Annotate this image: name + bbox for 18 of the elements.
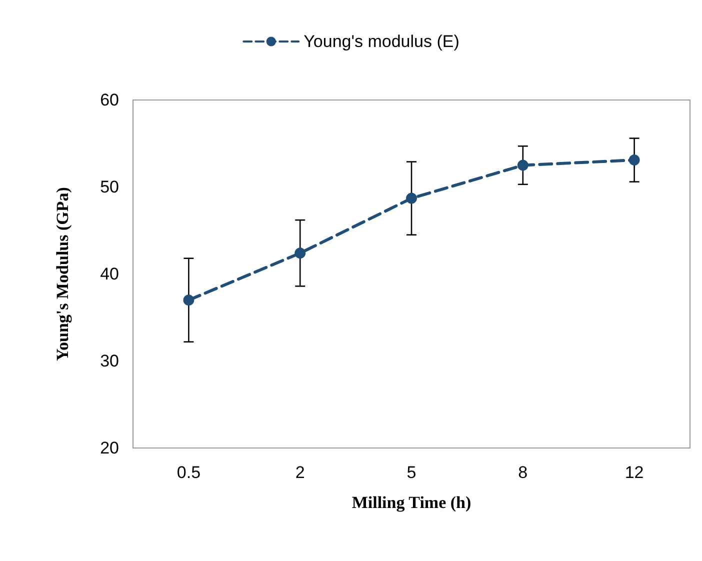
x-tick-label: 2 — [295, 463, 305, 482]
y-tick-label: 20 — [100, 438, 119, 458]
y-tick-label: 40 — [100, 264, 119, 284]
y-tick-label: 60 — [100, 90, 119, 110]
point — [628, 154, 640, 166]
x-tick-label: 5 — [406, 463, 416, 482]
x-tick-label: 8 — [518, 463, 528, 482]
x-tick-label: 0.5 — [176, 463, 201, 482]
y-tick-label: 30 — [100, 352, 119, 370]
x-tick-label: 12 — [624, 463, 644, 482]
point — [406, 192, 417, 204]
y-tick-label: 50 — [100, 178, 119, 196]
y-axis-title: Young's Modulus (GPa) — [53, 187, 72, 361]
point — [183, 294, 194, 306]
x-axis-title: Milling Time (h) — [352, 493, 472, 512]
point — [294, 248, 306, 259]
legend-label: Young's modulus (E) — [304, 32, 460, 51]
point — [517, 160, 528, 171]
